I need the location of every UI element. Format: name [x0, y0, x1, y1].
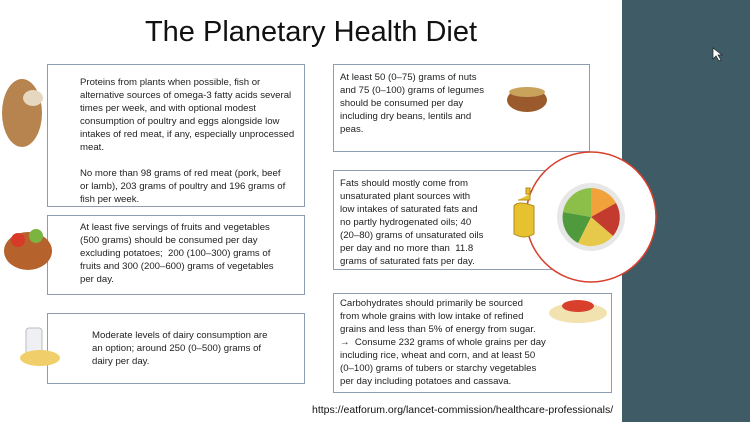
text-line: per day and no more than 11.8 [340, 243, 474, 254]
text-line: or lamb), 203 grams of poultry and 196 g… [80, 181, 286, 192]
text-line: an option; around 250 (0–500) grams of [92, 343, 262, 354]
text-line: (20–80) grams of unsaturated oils [340, 230, 484, 241]
fruit-image [29, 229, 43, 243]
protein-image [23, 90, 43, 106]
text-line: unsaturated plant sources with [340, 191, 471, 202]
text-box [333, 64, 590, 152]
plate-slice [591, 188, 616, 217]
text-line: (500 grams) should be consumed per day [80, 235, 258, 246]
source-url[interactable]: https://eatforum.org/lancet-commission/h… [312, 404, 614, 416]
text-line: excluding potatoes; 200 (100–300) grams … [80, 248, 271, 259]
text-line: Fats should mostly come from [340, 178, 468, 189]
text-line: times per week, and with optional modest [80, 103, 256, 114]
text-line: grams of saturated fats per day. [340, 256, 475, 267]
text-line: consumption of poultry and eggs alongsid… [80, 116, 280, 127]
text-line: Proteins from plants when possible, fish… [80, 77, 261, 88]
text-line: (0–100) grams of tubers or starchy veget… [340, 363, 537, 374]
nuts-image [509, 87, 545, 97]
text-line: Carbohydrates should primarily be source… [340, 298, 523, 309]
text-line: and 75 (0–100) grams of legumes [340, 85, 484, 96]
text-line: low intakes of saturated fats and [340, 204, 478, 215]
dairy-image [20, 350, 60, 366]
fruit-image [4, 232, 52, 270]
oil-image [513, 187, 535, 238]
protein-image [2, 79, 42, 147]
mouse-cursor [712, 47, 724, 62]
text-box [47, 215, 305, 295]
text-line: fruits and 300 (200–600) grams of vegeta… [80, 261, 274, 272]
plate-slice [563, 188, 591, 217]
text-line: grains and less than 5% of energy from s… [340, 324, 536, 335]
text-line: No more than 98 grams of red meat (pork,… [80, 168, 281, 179]
text-line: peas. [340, 124, 364, 135]
fruit-image [11, 233, 25, 247]
text-line: from whole grains with low intake of ref… [340, 311, 524, 322]
text-line: alternative sources of omega-3 fatty aci… [80, 90, 292, 101]
text-line: per day. [80, 274, 114, 285]
text-line: meat. [80, 142, 104, 153]
text-line: per day including potatoes and cassava. [340, 376, 512, 387]
text-line: → Consume 232 grams of whole grains per … [340, 337, 546, 348]
plate-slice [578, 217, 613, 247]
text-box [47, 64, 305, 207]
text-line: including dry beans, lentils and [340, 111, 472, 122]
text-box [47, 313, 305, 384]
text-line: dairy per day. [92, 356, 150, 367]
plate-slice [591, 203, 620, 236]
text-line: intakes of red meat, if any, especially … [80, 129, 295, 140]
text-line: At least five servings of fruits and veg… [80, 222, 270, 233]
text-line: including rice, wheat and corn, and at l… [340, 350, 536, 361]
plate-slice [562, 212, 591, 243]
text-line: fish per week. [80, 194, 140, 205]
text-line: should be consumed per day [340, 98, 464, 109]
text-line: no partly hydrogenated oils; 40 [340, 217, 472, 228]
text-line: Moderate levels of dairy consumption are [92, 330, 268, 341]
title: The Planetary Health Diet [144, 16, 478, 48]
text-line: At least 50 (0–75) grams of nuts [340, 72, 477, 83]
pasta-image [562, 300, 594, 312]
